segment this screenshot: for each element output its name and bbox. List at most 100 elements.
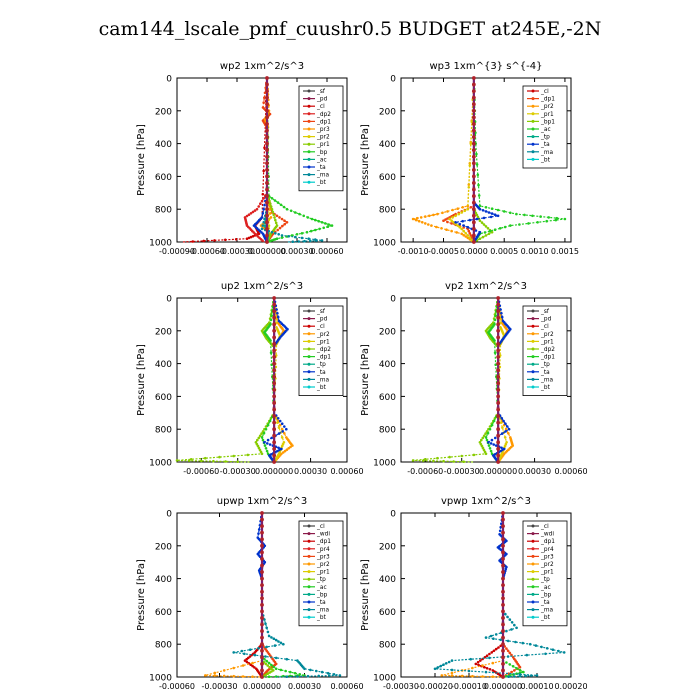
series-point <box>446 220 449 224</box>
series-point <box>289 209 293 213</box>
legend-marker <box>531 570 535 574</box>
series-point <box>545 647 549 650</box>
series-point <box>494 314 498 317</box>
zero-profile-marker <box>471 154 476 159</box>
zero-profile-marker <box>272 387 277 392</box>
series-point <box>187 459 191 462</box>
series-point <box>421 221 424 224</box>
series-point <box>490 438 494 442</box>
legend-marker <box>307 524 311 528</box>
series-point <box>497 646 500 649</box>
zero-profile-marker <box>260 576 264 581</box>
series-point <box>280 447 283 451</box>
series-point <box>492 637 495 640</box>
series-point <box>300 232 304 235</box>
zero-profile-marker <box>272 446 277 451</box>
series-point <box>513 675 516 678</box>
series-point <box>283 219 286 222</box>
series-point <box>436 212 439 216</box>
legend-marker <box>307 600 311 604</box>
zero-profile-marker <box>496 296 501 300</box>
x-tick-label: 0.00030 <box>294 467 327 476</box>
legend-entry: _pd <box>316 97 328 103</box>
zero-profile-marker <box>471 76 476 80</box>
series-point <box>263 444 267 447</box>
series-point <box>236 460 239 464</box>
zero-profile-marker <box>260 557 264 561</box>
series-point <box>262 432 266 435</box>
legend-marker <box>307 377 311 381</box>
zero-profile-marker <box>265 128 269 133</box>
series-point <box>450 659 454 662</box>
plot-frame <box>176 297 348 463</box>
legend-entry: _sf <box>540 309 550 315</box>
series-point <box>498 227 502 230</box>
zero-profile-marker <box>501 655 505 660</box>
zero-profile-marker <box>260 530 264 535</box>
series-point <box>289 670 292 674</box>
zero-profile-marker <box>501 675 505 679</box>
series-point <box>326 671 330 675</box>
legend-entry: _ta <box>316 600 326 606</box>
legend-entry: _cl <box>316 324 325 330</box>
zero-profile-marker <box>501 550 505 555</box>
y-tick-label: 600 <box>379 393 396 403</box>
series-point <box>484 225 488 228</box>
x-tick-label: 0.00060 <box>554 467 587 476</box>
series-point <box>446 217 449 220</box>
series-point <box>469 206 473 209</box>
series-point <box>492 649 496 653</box>
x-tick-label: 0.00060 <box>330 467 363 476</box>
series-point <box>476 173 480 177</box>
series-point <box>262 169 266 173</box>
zero-profile-marker <box>272 433 277 438</box>
legend-entry: _ac <box>540 585 551 591</box>
zero-profile-marker <box>471 102 476 107</box>
legend-marker <box>307 97 311 101</box>
series-point <box>189 458 193 461</box>
series-point <box>531 214 534 218</box>
legend-marker <box>531 532 535 536</box>
zero-profile-marker <box>496 387 501 392</box>
series-point <box>267 661 271 665</box>
series-point <box>484 636 488 639</box>
series-point <box>275 308 278 311</box>
series-point <box>424 215 427 218</box>
series-point <box>274 638 278 642</box>
series-point <box>263 618 266 621</box>
zero-profile-marker <box>265 141 269 146</box>
zero-profile-marker <box>265 240 269 244</box>
series-point <box>213 674 217 677</box>
zero-profile-marker <box>501 642 505 647</box>
zero-profile-marker <box>496 374 501 379</box>
series-point <box>263 146 266 149</box>
series-point <box>269 351 273 355</box>
series-point <box>251 210 255 214</box>
y-tick-label: 200 <box>155 542 172 552</box>
zero-profile-marker <box>501 609 505 614</box>
series-point <box>263 96 266 99</box>
zero-profile-marker <box>260 661 264 666</box>
y-tick-label: 0 <box>390 75 396 85</box>
y-tick-label: 400 <box>379 575 396 585</box>
zero-profile-marker <box>496 394 501 399</box>
zero-profile-marker <box>265 95 269 100</box>
series-point <box>264 622 267 625</box>
series-point <box>481 235 485 239</box>
series-point <box>274 232 277 235</box>
y-tick-label: 600 <box>155 393 172 403</box>
zero-profile-marker <box>471 115 476 120</box>
legend-marker <box>531 539 535 543</box>
series-point <box>269 205 273 208</box>
series-point <box>468 236 472 239</box>
zero-profile-marker <box>496 446 501 451</box>
series-point <box>475 217 479 221</box>
y-tick-label: 600 <box>379 608 396 618</box>
y-tick-label: 200 <box>379 107 396 117</box>
legend-entry: _pr4 <box>316 547 330 553</box>
x-tick-label: -0.00090 <box>159 247 195 256</box>
series-point <box>251 664 254 668</box>
series-point <box>270 663 273 667</box>
zero-profile-marker <box>260 668 264 673</box>
